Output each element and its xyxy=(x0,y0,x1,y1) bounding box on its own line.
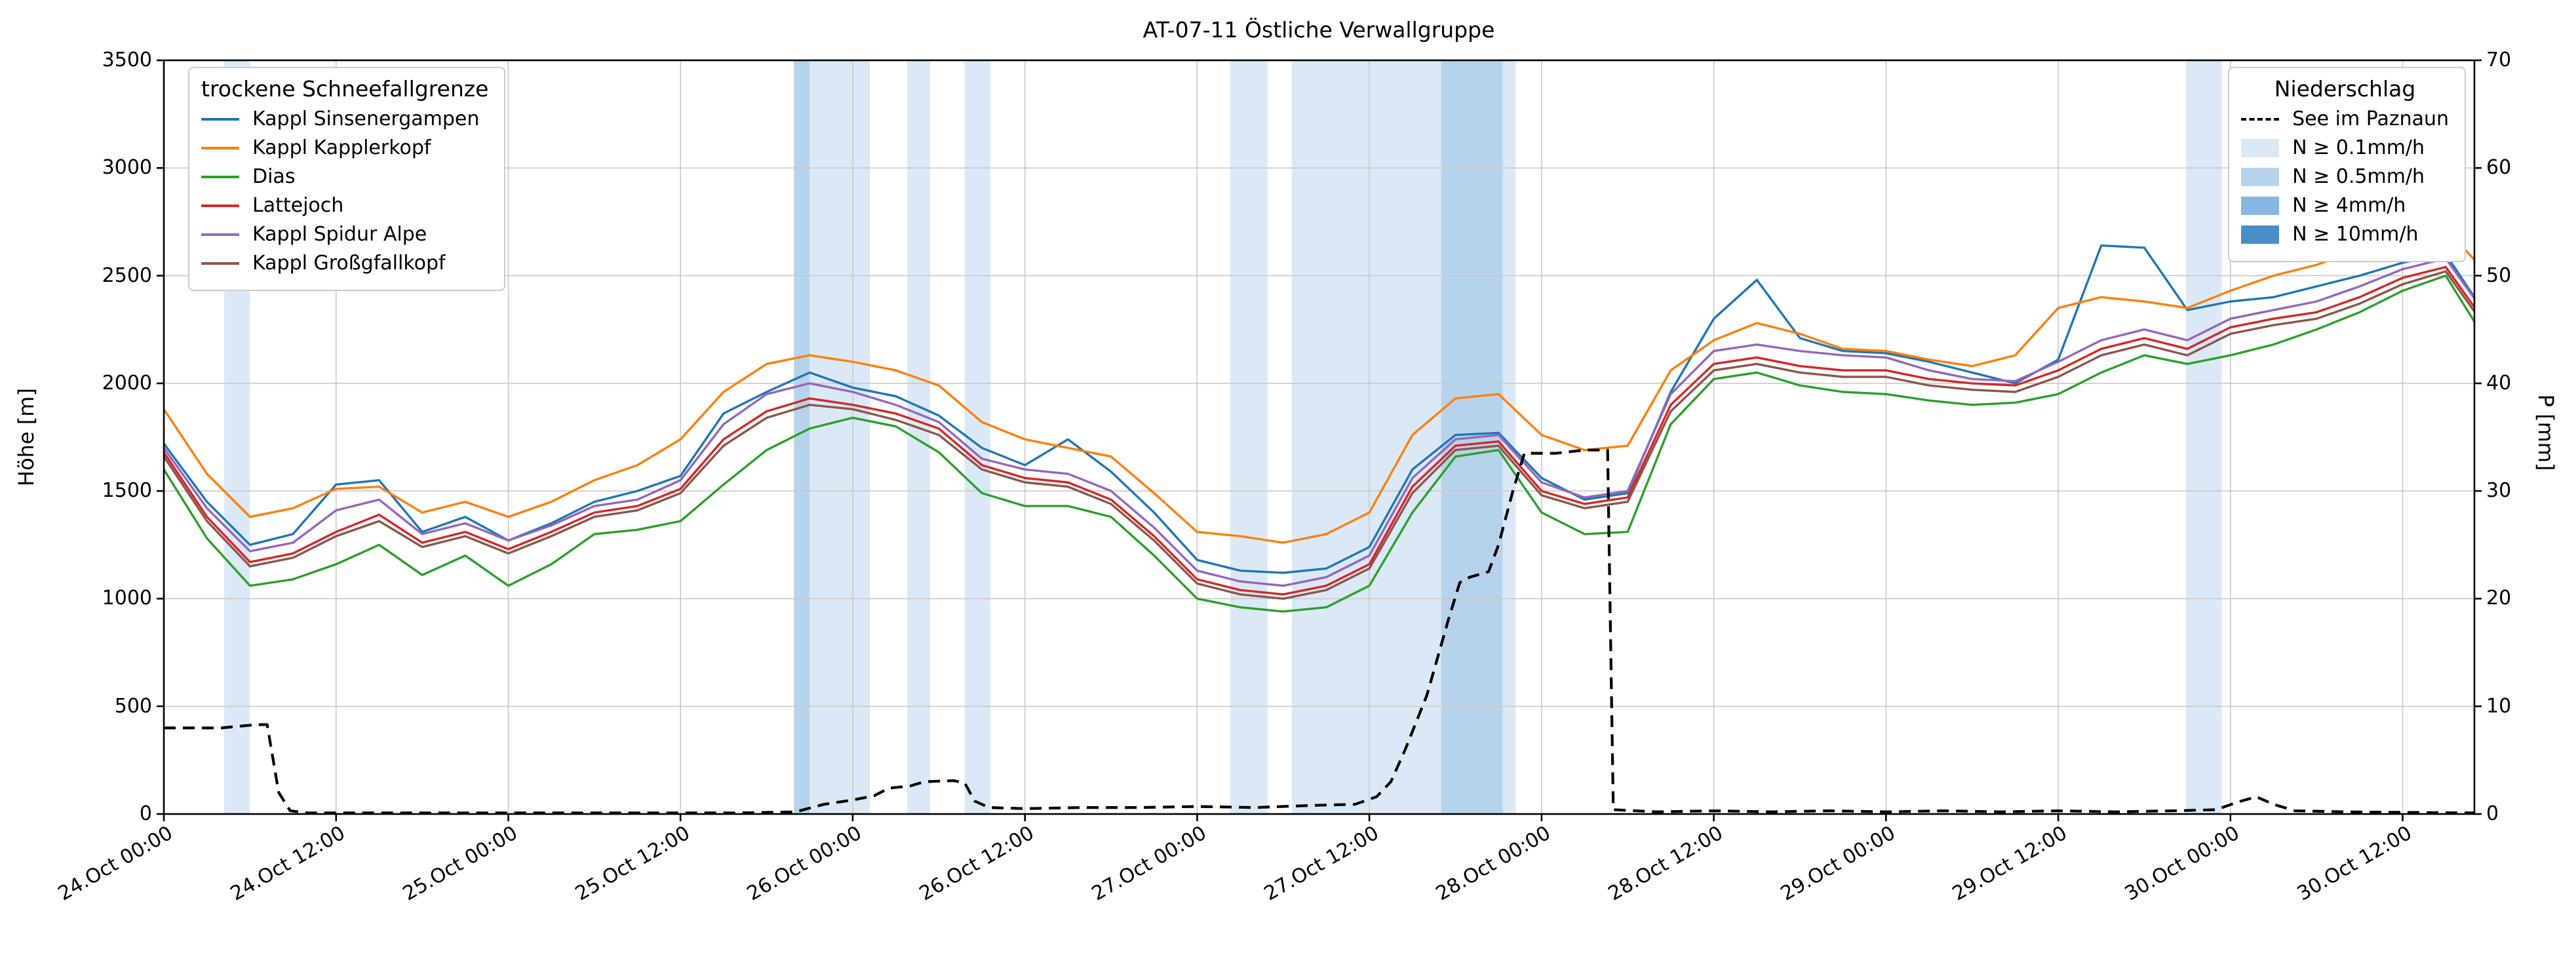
chart-title: AT-07-11 Östliche Verwallgruppe xyxy=(1142,17,1495,43)
legend-snowline-title: trockene Schneefallgrenze xyxy=(201,76,489,102)
y-tick-right: 30 xyxy=(2486,479,2512,503)
y-tick-left: 2500 xyxy=(102,263,152,287)
precip-line xyxy=(164,448,2474,814)
legend-item-label: See im Paznaun xyxy=(2292,107,2449,130)
legend-item-label: N ≥ 4mm/h xyxy=(2292,194,2406,217)
band-swatch-icon xyxy=(2241,225,2280,244)
line-swatch-icon xyxy=(201,146,239,149)
line-swatch-icon xyxy=(201,117,239,121)
series-line xyxy=(164,265,2474,596)
legend-item: See im Paznaun xyxy=(2241,107,2449,130)
y-tick-right: 60 xyxy=(2486,156,2512,180)
y-tick-right: 70 xyxy=(2486,48,2512,71)
series-line xyxy=(164,270,2474,600)
legend-item-label: Kappl Sinsenergampen xyxy=(252,107,480,130)
precip-band xyxy=(2185,60,2222,814)
legend-snowline: trockene Schneefallgrenze Kappl Sinsener… xyxy=(188,67,506,291)
legend-item-label: Dias xyxy=(252,165,296,188)
line-swatch-icon xyxy=(201,233,239,236)
legend-item: Lattejoch xyxy=(201,194,488,217)
band-swatch-icon xyxy=(2241,138,2280,157)
precip-band xyxy=(907,60,931,814)
legend-item: N ≥ 0.5mm/h xyxy=(2241,165,2449,188)
band-swatch-icon xyxy=(2241,167,2280,186)
series-line xyxy=(164,257,2474,587)
legend-item-label: N ≥ 0.1mm/h xyxy=(2292,136,2425,159)
legend-item: Kappl Spidur Alpe xyxy=(201,223,488,246)
legend-item: Kappl Kapplerkopf xyxy=(201,136,488,159)
y-tick-left: 0 xyxy=(139,802,152,825)
series-line xyxy=(164,227,2474,544)
y-tick-right: 10 xyxy=(2486,694,2512,718)
y-tick-right: 50 xyxy=(2486,263,2512,287)
legend-item: Kappl Großgfallkopf xyxy=(201,252,488,275)
legend-item: N ≥ 10mm/h xyxy=(2241,223,2449,246)
series-line xyxy=(164,244,2474,574)
y-tick-left: 3500 xyxy=(102,48,152,71)
precip-band xyxy=(794,60,810,814)
y-axis-label-left: Höhe [m] xyxy=(14,388,39,486)
line-swatch-icon xyxy=(201,175,239,178)
y-tick-left: 500 xyxy=(114,694,152,718)
series-line xyxy=(164,274,2474,613)
y-tick-left: 2000 xyxy=(102,371,152,395)
legend-precip: Niederschlag See im Paznaun N ≥ 0.1mm/h N … xyxy=(2228,67,2466,262)
y-tick-right: 20 xyxy=(2486,587,2512,610)
legend-item-label: Kappl Kapplerkopf xyxy=(252,136,431,159)
legend-item-label: Kappl Großgfallkopf xyxy=(252,252,446,275)
legend-precip-items: See im Paznaun N ≥ 0.1mm/h N ≥ 0.5mm/h N ≥ … xyxy=(2241,107,2449,246)
precip-band xyxy=(810,60,870,814)
y-tick-right: 40 xyxy=(2486,371,2512,395)
band-swatch-icon xyxy=(2241,196,2280,215)
precip-band xyxy=(1291,60,1441,814)
line-swatch-icon xyxy=(201,262,239,265)
legend-precip-title: Niederschlag xyxy=(2274,76,2416,102)
legend-snowline-items: Kappl Sinsenergampen Kappl Kapplerkopf Dia… xyxy=(201,107,488,275)
line-swatch-icon xyxy=(201,204,239,207)
legend-item: N ≥ 4mm/h xyxy=(2241,194,2449,217)
y-tick-right: 0 xyxy=(2486,802,2499,825)
legend-item-label: N ≥ 0.5mm/h xyxy=(2292,165,2425,188)
y-tick-left: 1000 xyxy=(102,587,152,610)
legend-item-label: Kappl Spidur Alpe xyxy=(252,223,427,246)
precip-band xyxy=(1230,60,1268,814)
legend-item: Kappl Sinsenergampen xyxy=(201,107,488,130)
y-axis-label-right: P [mm] xyxy=(2533,394,2558,471)
y-tick-left: 3000 xyxy=(102,156,152,180)
legend-item-label: Lattejoch xyxy=(252,194,344,217)
y-tick-left: 1500 xyxy=(102,479,152,503)
precip-band xyxy=(1502,60,1516,814)
dashed-line-swatch-icon xyxy=(2241,117,2280,121)
legend-item: N ≥ 0.1mm/h xyxy=(2241,136,2449,159)
legend-item-label: N ≥ 10mm/h xyxy=(2292,223,2419,246)
legend-item: Dias xyxy=(201,165,488,188)
